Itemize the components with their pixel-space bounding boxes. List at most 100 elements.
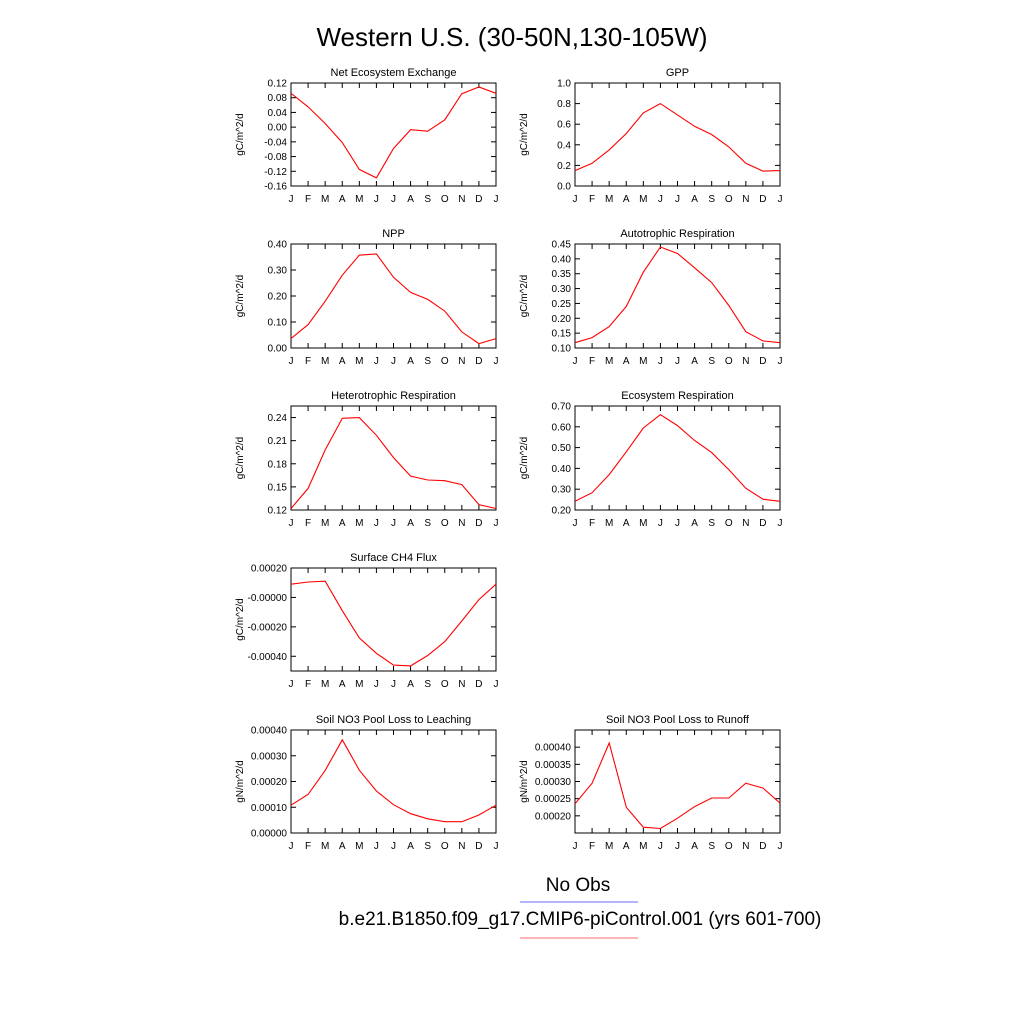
- x-tick-label: J: [778, 194, 783, 205]
- series-line: [290, 417, 497, 510]
- panel-title: Soil NO3 Pool Loss to Runoff: [606, 714, 750, 726]
- x-tick-label: J: [778, 356, 783, 367]
- y-tick-label: 0.00020: [535, 811, 572, 822]
- x-tick-label: D: [475, 194, 482, 205]
- y-tick-label: 0.00035: [535, 760, 572, 771]
- y-tick-label: 0.20: [552, 314, 572, 325]
- x-tick-label: A: [623, 194, 630, 205]
- x-tick-label: A: [691, 841, 698, 852]
- x-tick-label: D: [475, 518, 482, 529]
- x-tick-label: M: [321, 356, 329, 367]
- x-tick-label: J: [675, 841, 680, 852]
- x-tick-label: J: [658, 518, 663, 529]
- x-tick-label: F: [589, 356, 595, 367]
- x-tick-label: J: [391, 679, 396, 690]
- y-tick-label: 0.10: [268, 318, 288, 329]
- y-tick-label: 0.25: [552, 299, 572, 310]
- y-tick-label: 0.18: [268, 459, 288, 470]
- y-tick-label: 0.00000: [251, 829, 288, 840]
- x-tick-label: O: [725, 194, 733, 205]
- y-tick-label: 0.15: [268, 482, 288, 493]
- x-tick-label: N: [742, 194, 749, 205]
- y-tick-label: 0.40: [552, 254, 572, 265]
- x-tick-label: F: [305, 679, 311, 690]
- plot-frame: [574, 405, 781, 511]
- x-tick-label: N: [458, 679, 465, 690]
- x-tick-label: O: [441, 518, 449, 529]
- x-tick-label: J: [494, 518, 499, 529]
- y-tick-label: 0.8: [557, 99, 571, 110]
- x-tick-label: A: [407, 679, 414, 690]
- x-tick-label: J: [289, 356, 294, 367]
- x-tick-label: D: [475, 841, 482, 852]
- x-tick-label: N: [742, 841, 749, 852]
- x-tick-label: J: [675, 194, 680, 205]
- y-axis-label: gN/m^2/d: [519, 760, 530, 803]
- x-tick-label: A: [339, 841, 346, 852]
- x-tick-label: M: [605, 518, 613, 529]
- x-tick-label: D: [759, 194, 766, 205]
- y-tick-label: -0.16: [264, 182, 287, 193]
- x-tick-label: J: [658, 841, 663, 852]
- y-tick-label: 0.00040: [535, 743, 572, 754]
- x-tick-label: A: [691, 518, 698, 529]
- y-axis-label: gC/m^2/d: [519, 275, 530, 318]
- y-tick-label: 0.20: [268, 292, 288, 303]
- y-tick-label: 0.30: [552, 284, 572, 295]
- x-tick-label: A: [691, 194, 698, 205]
- x-tick-label: D: [759, 841, 766, 852]
- y-tick-label: 0.00: [268, 344, 288, 355]
- x-tick-label: J: [289, 518, 294, 529]
- y-tick-label: 0.00020: [251, 564, 288, 575]
- panel-title: Surface CH4 Flux: [350, 552, 437, 564]
- y-axis-label: gC/m^2/d: [235, 437, 246, 480]
- x-tick-label: S: [708, 518, 715, 529]
- plot-frame: [290, 243, 497, 349]
- y-axis-label: gC/m^2/d: [519, 113, 530, 156]
- x-tick-label: S: [424, 518, 431, 529]
- x-tick-label: F: [305, 841, 311, 852]
- x-tick-label: M: [639, 518, 647, 529]
- y-tick-label: 0.00010: [251, 803, 288, 814]
- x-tick-label: D: [475, 679, 482, 690]
- y-tick-label: 0.6: [557, 120, 571, 131]
- x-tick-label: A: [623, 518, 630, 529]
- x-tick-label: J: [289, 679, 294, 690]
- y-tick-label: 0.70: [552, 402, 572, 413]
- series-line: [290, 580, 497, 667]
- x-tick-label: O: [441, 356, 449, 367]
- plot-frame: [290, 82, 497, 187]
- x-tick-label: J: [391, 194, 396, 205]
- y-tick-label: 0.00030: [535, 777, 572, 788]
- x-tick-label: M: [355, 518, 363, 529]
- y-axis-label: gN/m^2/d: [235, 760, 246, 803]
- series-line: [574, 246, 781, 344]
- series-line: [290, 738, 497, 823]
- x-tick-label: J: [494, 679, 499, 690]
- panel-title: Heterotrophic Respiration: [331, 390, 456, 402]
- x-tick-label: D: [759, 518, 766, 529]
- x-tick-label: J: [675, 356, 680, 367]
- y-tick-label: 0.50: [552, 443, 572, 454]
- y-tick-label: 0.2: [557, 161, 571, 172]
- y-tick-label: 0.40: [552, 464, 572, 475]
- y-tick-label: -0.00020: [248, 622, 288, 633]
- x-tick-label: S: [708, 356, 715, 367]
- x-tick-label: F: [305, 194, 311, 205]
- x-tick-label: M: [639, 841, 647, 852]
- x-tick-label: S: [424, 194, 431, 205]
- y-tick-label: 0.30: [552, 485, 572, 496]
- figure-title: Western U.S. (30-50N,130-105W): [316, 22, 707, 52]
- plot-frame: [574, 243, 781, 349]
- y-tick-label: 0.12: [268, 506, 288, 517]
- x-tick-label: A: [691, 356, 698, 367]
- y-tick-label: 0.4: [557, 140, 571, 151]
- y-tick-label: 0.0: [557, 182, 571, 193]
